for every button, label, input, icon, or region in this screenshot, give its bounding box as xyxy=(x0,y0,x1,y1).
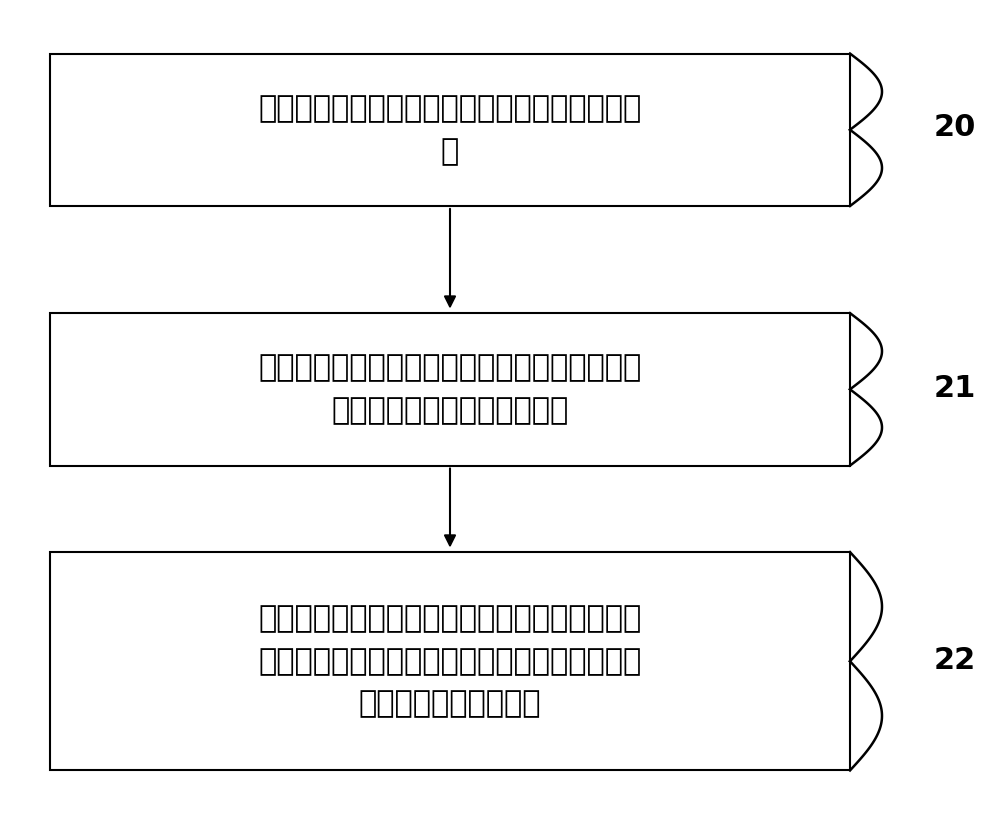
Text: 根据位置信息和各初始场所的边界信息，从各初
始场所中，筛选出各目标场所: 根据位置信息和各初始场所的边界信息，从各初 始场所中，筛选出各目标场所 xyxy=(258,353,642,425)
FancyBboxPatch shape xyxy=(50,552,850,770)
Text: 21: 21 xyxy=(934,374,976,404)
Text: 22: 22 xyxy=(934,646,976,676)
Text: 20: 20 xyxy=(934,113,976,143)
FancyBboxPatch shape xyxy=(50,54,850,206)
Text: 基于位置信息和各目标场所的边界信息，分别确
定各目标场所各自与目标设备之间的关联距离，
并作为相应的关联信息: 基于位置信息和各目标场所的边界信息，分别确 定各目标场所各自与目标设备之间的关联… xyxy=(258,604,642,719)
FancyBboxPatch shape xyxy=(50,313,850,466)
Text: 获取目标设备的位置信息和各初始场所的边界信
息: 获取目标设备的位置信息和各初始场所的边界信 息 xyxy=(258,94,642,166)
